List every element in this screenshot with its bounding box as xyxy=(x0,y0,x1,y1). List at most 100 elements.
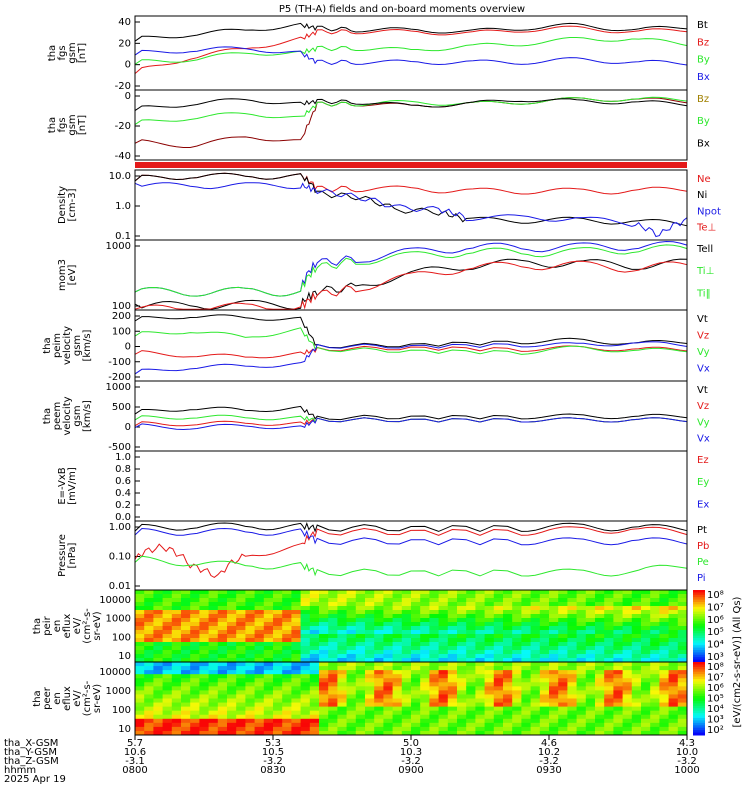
peir-spectrogram-cell xyxy=(153,642,164,647)
peir-spectrogram-cell xyxy=(521,630,532,635)
peir-spectrogram-cell xyxy=(190,646,200,651)
peir-spectrogram-cell xyxy=(401,658,412,663)
peer-spectrogram-cell xyxy=(512,694,522,699)
peer-spectrogram-cell xyxy=(595,698,605,704)
peer-colorbar-step xyxy=(693,708,705,712)
peer-spectrogram-cell xyxy=(282,706,292,712)
peem-ylabel-line: [km/s] xyxy=(82,400,93,432)
peir-spectrogram-cell xyxy=(328,646,338,651)
peer-spectrogram-cell xyxy=(466,718,476,724)
peir-spectrogram-cell xyxy=(429,590,440,595)
peer-spectrogram-cell xyxy=(328,714,338,720)
peir-spectrogram-cell xyxy=(208,630,219,635)
peer-spectrogram-cell xyxy=(585,722,596,728)
peer-spectrogram-cell xyxy=(273,714,283,720)
peir-spectrogram-cell xyxy=(208,626,219,631)
peer-spectrogram-cell xyxy=(641,714,651,720)
peer-spectrogram-cell xyxy=(309,686,320,691)
peir-spectrogram-cell xyxy=(512,606,522,611)
peer-spectrogram-cell xyxy=(337,718,348,724)
peir-spectrogram-cell xyxy=(650,598,660,603)
peir-spectrogram-cell xyxy=(503,602,513,607)
peer-spectrogram-cell xyxy=(595,714,605,720)
peer-spectrogram-cell xyxy=(273,706,283,712)
peim-ylabel-line: tha xyxy=(42,337,53,353)
peer-spectrogram-cell xyxy=(530,678,541,683)
peer-spectrogram-cell xyxy=(595,670,605,675)
peer-spectrogram-cell xyxy=(613,666,624,671)
peir-spectrogram-cell xyxy=(337,654,348,659)
peer-spectrogram-cell xyxy=(650,690,660,695)
peir-spectrogram-cell xyxy=(530,638,541,643)
peir-colorbar-step xyxy=(693,652,705,656)
peir-spectrogram-cell xyxy=(199,658,210,663)
peer-spectrogram-cell xyxy=(263,678,274,683)
peir-spectrogram-cell xyxy=(622,622,633,627)
peir-spectrogram-cell xyxy=(254,590,265,595)
peir-spectrogram-cell xyxy=(530,606,541,611)
peer-spectrogram-cell xyxy=(576,706,587,712)
peir-spectrogram-cell xyxy=(144,626,154,631)
peir-spectrogram-cell xyxy=(263,594,274,599)
peir-spectrogram-cell xyxy=(300,646,311,651)
peir-spectrogram-cell xyxy=(429,606,440,611)
peer-spectrogram-cell xyxy=(236,694,246,699)
peer-spectrogram-cell xyxy=(181,726,191,732)
peer-spectrogram-cell xyxy=(227,710,237,716)
peer-spectrogram-cell xyxy=(135,670,145,675)
peir-spectrogram-cell xyxy=(263,654,274,659)
peer-spectrogram-cell xyxy=(319,714,329,720)
peir-spectrogram-cell xyxy=(438,606,449,611)
peir-colorbar-step xyxy=(693,626,705,629)
peer-spectrogram-cell xyxy=(457,714,467,720)
peir-spectrogram-cell xyxy=(659,650,670,655)
peir-spectrogram-cell xyxy=(484,626,495,631)
pressure-frame xyxy=(134,520,688,591)
peir-spectrogram-cell xyxy=(641,590,651,595)
peir-spectrogram-cell xyxy=(622,590,633,595)
peer-spectrogram-cell xyxy=(622,670,633,675)
peer-spectrogram-cell xyxy=(171,670,182,675)
peer-spectrogram-cell xyxy=(466,710,476,716)
peir-spectrogram-cell xyxy=(254,650,265,655)
peer-spectrogram-cell xyxy=(567,718,578,724)
peir-spectrogram-cell xyxy=(530,614,541,619)
peer-spectrogram-cell xyxy=(162,686,173,691)
peer-spectrogram-cell xyxy=(503,662,513,667)
peir-spectrogram-cell xyxy=(493,594,504,599)
peer-spectrogram-cell xyxy=(668,674,679,679)
peir-spectrogram-cell xyxy=(208,614,219,619)
peer-spectrogram-cell xyxy=(346,714,357,720)
peir-spectrogram-cell xyxy=(650,610,660,615)
peir-spectrogram-cell xyxy=(613,622,624,627)
peer-spectrogram-cell xyxy=(512,662,522,667)
peer-spectrogram-cell xyxy=(144,718,154,724)
efield-ytick: 0.0 xyxy=(115,512,131,523)
peir-spectrogram-cell xyxy=(613,638,624,643)
peir-spectrogram-cell xyxy=(677,618,688,623)
peir-spectrogram-cell xyxy=(668,590,679,595)
peer-spectrogram-cell xyxy=(383,662,394,667)
peer-spectrogram-cell xyxy=(282,714,292,720)
peir-spectrogram-cell xyxy=(282,590,292,595)
peer-spectrogram-cell xyxy=(466,702,476,708)
peir-spectrogram-cell xyxy=(493,618,504,623)
peer-spectrogram-cell xyxy=(208,686,219,691)
peir-spectrogram-cell xyxy=(668,658,679,663)
peer-spectrogram-cell xyxy=(171,698,182,704)
fgs2-legend-entry: Bz xyxy=(697,94,709,105)
peer-spectrogram-cell xyxy=(355,662,366,667)
peir-spectrogram-cell xyxy=(227,642,237,647)
peer-spectrogram-cell xyxy=(291,710,302,716)
peer-spectrogram-cell xyxy=(236,662,246,667)
peir-spectrogram-cell xyxy=(650,658,660,663)
peir-spectrogram-cell xyxy=(392,634,403,639)
peer-spectrogram-cell xyxy=(659,666,670,671)
peir-spectrogram-cell xyxy=(512,610,522,615)
peer-spectrogram-cell xyxy=(153,702,164,708)
peer-spectrogram-cell xyxy=(659,710,670,716)
peer-spectrogram-cell xyxy=(539,682,550,687)
peir-spectrogram-cell xyxy=(521,602,532,607)
peir-spectrogram-cell xyxy=(539,650,550,655)
peir-spectrogram-cell xyxy=(254,658,265,663)
